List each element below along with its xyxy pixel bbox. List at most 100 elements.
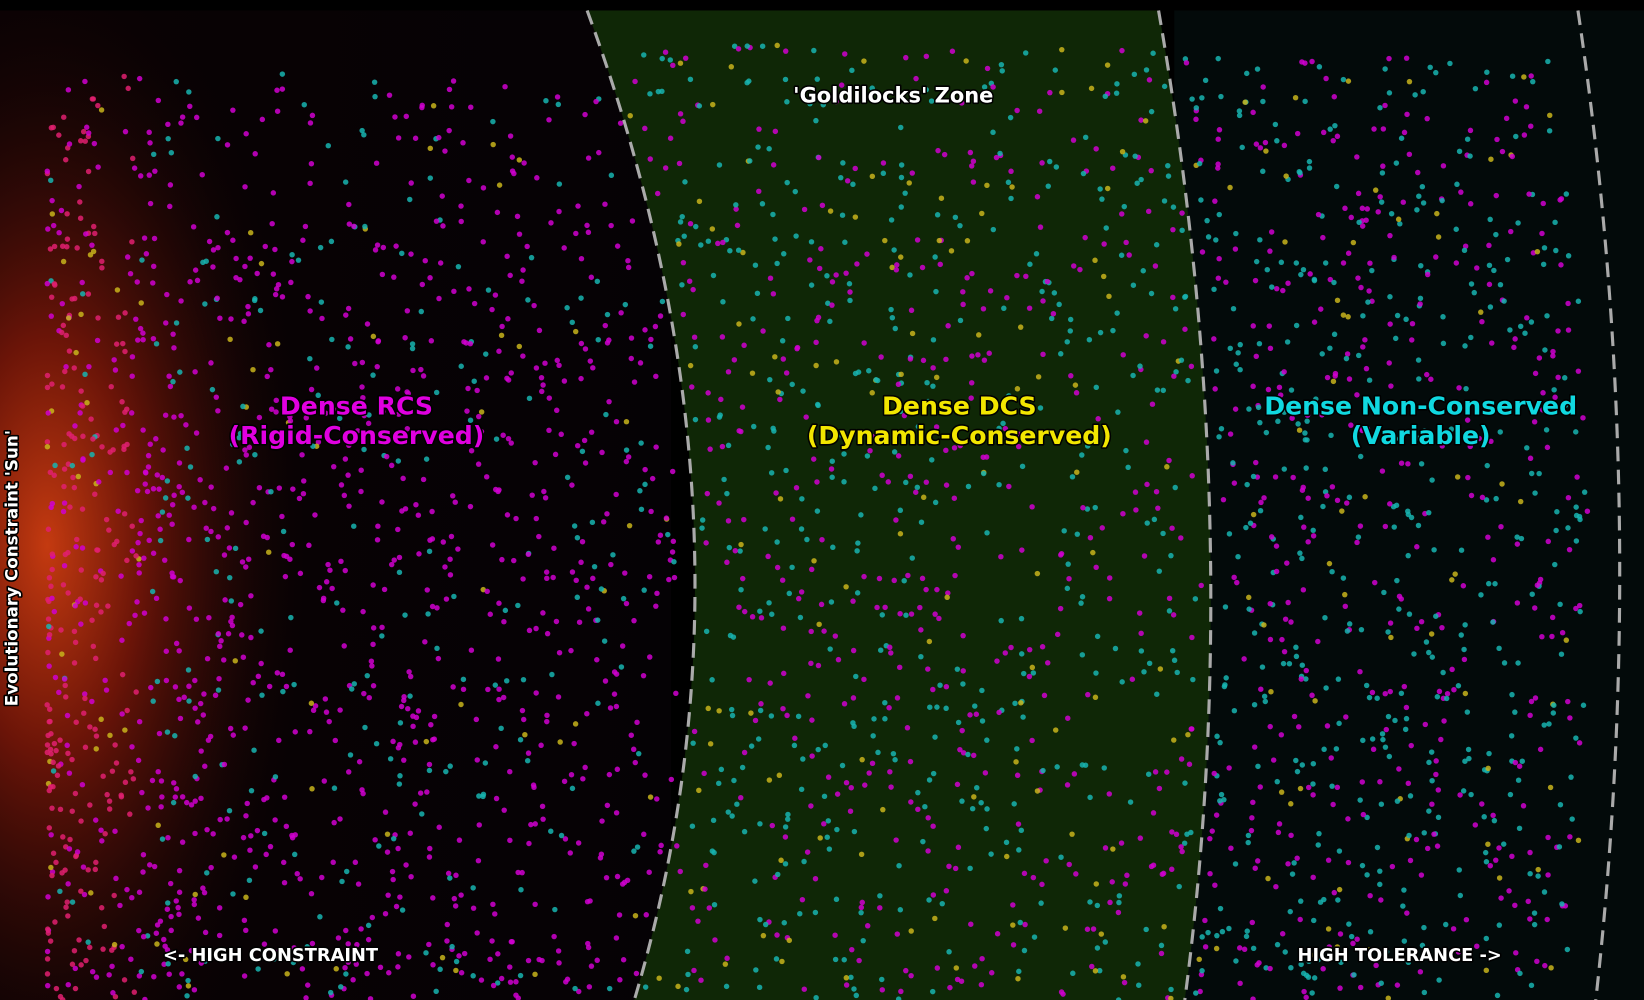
dot [967, 149, 974, 156]
dot [1580, 702, 1587, 708]
dot [138, 300, 144, 306]
dot [446, 86, 453, 93]
dot [1297, 550, 1303, 556]
dot [915, 423, 922, 430]
dot [1250, 383, 1256, 389]
dot [154, 472, 160, 478]
dot [873, 377, 879, 383]
dot [1266, 323, 1273, 329]
dot [750, 316, 756, 322]
dot [1456, 385, 1462, 391]
dot [228, 316, 234, 322]
dot [1094, 633, 1101, 640]
dot [705, 390, 711, 396]
dot [283, 823, 290, 830]
dot [92, 230, 98, 237]
dot [169, 501, 176, 508]
dot [556, 650, 563, 656]
dot [44, 444, 51, 450]
dot [1094, 945, 1101, 951]
dot [1226, 531, 1233, 537]
dot [869, 433, 876, 440]
dot [1198, 197, 1204, 203]
dot [972, 703, 978, 709]
dot [451, 593, 457, 600]
dot [422, 639, 428, 645]
dot [575, 840, 582, 846]
dot [1255, 858, 1261, 864]
dot [69, 808, 75, 814]
dot [132, 612, 138, 619]
dot [1087, 535, 1094, 541]
dot [1414, 207, 1420, 213]
dot [202, 958, 209, 964]
dot [1557, 601, 1563, 608]
dot [698, 977, 704, 983]
dot [427, 145, 434, 152]
dot [1367, 892, 1373, 899]
dot [467, 417, 474, 423]
dot [718, 766, 725, 773]
dot [135, 539, 141, 546]
dot [1478, 309, 1484, 315]
dot [847, 297, 853, 304]
dot [412, 135, 419, 141]
dot [45, 596, 51, 603]
dot [1434, 843, 1441, 849]
dot [1020, 714, 1026, 720]
dot [505, 435, 512, 442]
dot [1476, 435, 1482, 442]
dot [656, 975, 662, 981]
dot [528, 254, 535, 261]
dot [1377, 868, 1383, 874]
dot [918, 653, 924, 660]
dot [798, 589, 805, 595]
dot [262, 243, 268, 250]
dot [891, 247, 897, 253]
dot [480, 185, 487, 191]
dot [702, 886, 708, 892]
dot [79, 291, 86, 297]
dot [208, 528, 214, 535]
dot [397, 720, 404, 726]
dot [1366, 377, 1373, 383]
dot [937, 261, 943, 268]
dot [542, 495, 549, 501]
dot [149, 777, 156, 784]
dot [287, 647, 293, 653]
dot [186, 89, 192, 95]
dot [1535, 866, 1541, 873]
dot [1174, 669, 1180, 676]
dot [1311, 975, 1318, 981]
dot [1416, 193, 1422, 199]
dot [475, 857, 482, 864]
dot [250, 499, 256, 506]
dot [1512, 902, 1518, 909]
dot [1544, 916, 1550, 923]
dot [372, 837, 378, 843]
dot [525, 297, 531, 303]
dot [78, 888, 84, 894]
dot [923, 479, 930, 485]
dot [813, 994, 819, 1000]
dot [170, 331, 176, 337]
dot [858, 851, 865, 858]
dot [289, 541, 296, 548]
dot [93, 602, 100, 608]
dot [758, 615, 765, 621]
dot [164, 906, 171, 912]
dot [322, 410, 329, 416]
dot [499, 323, 505, 330]
dot [1268, 534, 1275, 540]
dot [151, 863, 158, 870]
dot [214, 295, 220, 301]
dot [1102, 845, 1109, 851]
dot [1261, 693, 1268, 700]
dot [458, 892, 464, 898]
dot [1532, 605, 1538, 611]
dot [124, 886, 130, 893]
dot [1310, 527, 1316, 534]
dot [903, 967, 909, 974]
dot [216, 905, 223, 911]
dot [1090, 549, 1096, 556]
